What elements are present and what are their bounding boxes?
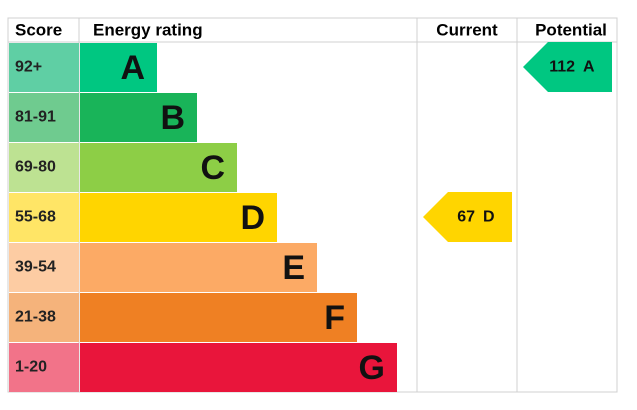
- rating-bar: [80, 243, 317, 292]
- potential-value: 112: [549, 59, 575, 76]
- potential-arrow: [523, 42, 612, 92]
- score-range: 92+: [15, 59, 42, 76]
- score-range: 81-91: [15, 109, 56, 126]
- header-energy-rating: Energy rating: [93, 21, 203, 40]
- score-range: 55-68: [15, 209, 56, 226]
- score-cell: [9, 243, 79, 292]
- score-range: 1-20: [15, 359, 47, 376]
- score-range: 21-38: [15, 309, 56, 326]
- rating-letter: B: [160, 99, 185, 137]
- score-range: 39-54: [15, 259, 56, 276]
- rating-letter: D: [240, 199, 265, 237]
- rating-letter: G: [359, 349, 385, 387]
- current-value: 67: [457, 209, 475, 226]
- rating-bar: [80, 143, 237, 192]
- rating-bar: [80, 193, 277, 242]
- score-range: 69-80: [15, 159, 56, 176]
- current-rating: D: [483, 209, 495, 226]
- rating-bar: [80, 343, 397, 392]
- header-score: Score: [15, 21, 62, 40]
- score-cell: [9, 343, 79, 392]
- score-cell: [9, 293, 79, 342]
- score-cell: [9, 193, 79, 242]
- score-cell: [9, 143, 79, 192]
- rating-bar: [80, 293, 357, 342]
- rating-letter: F: [324, 299, 345, 337]
- score-cell: [9, 43, 79, 92]
- potential-rating: A: [583, 59, 595, 76]
- current-arrow: [423, 192, 512, 242]
- rating-letter: A: [120, 49, 145, 87]
- rating-letter: E: [282, 249, 305, 287]
- rating-bar: [80, 93, 197, 142]
- score-cell: [9, 93, 79, 142]
- rating-bar: [80, 43, 157, 92]
- rating-letter: C: [200, 149, 225, 187]
- header-current: Current: [436, 21, 498, 40]
- header-potential: Potential: [535, 21, 607, 40]
